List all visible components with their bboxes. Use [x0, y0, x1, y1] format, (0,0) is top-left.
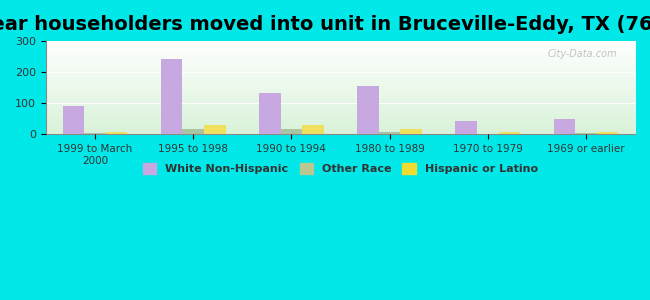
Bar	[575, 133, 597, 134]
Bar	[302, 125, 324, 134]
Bar	[84, 133, 106, 134]
Bar	[183, 128, 204, 134]
Bar	[106, 132, 127, 134]
Bar	[455, 121, 477, 134]
Bar	[499, 132, 520, 134]
Bar	[597, 132, 618, 134]
Bar	[554, 119, 575, 134]
Text: City-Data.com: City-Data.com	[548, 49, 617, 58]
Bar	[400, 129, 422, 134]
Bar	[161, 58, 183, 134]
Bar	[379, 132, 400, 134]
Title: Year householders moved into unit in Bruceville-Eddy, TX (76524): Year householders moved into unit in Bru…	[0, 15, 650, 34]
Bar	[357, 85, 379, 134]
Bar	[204, 125, 226, 134]
Bar	[62, 106, 84, 134]
Bar	[259, 93, 281, 134]
Bar	[281, 129, 302, 134]
Legend: White Non-Hispanic, Other Race, Hispanic or Latino: White Non-Hispanic, Other Race, Hispanic…	[140, 159, 541, 177]
